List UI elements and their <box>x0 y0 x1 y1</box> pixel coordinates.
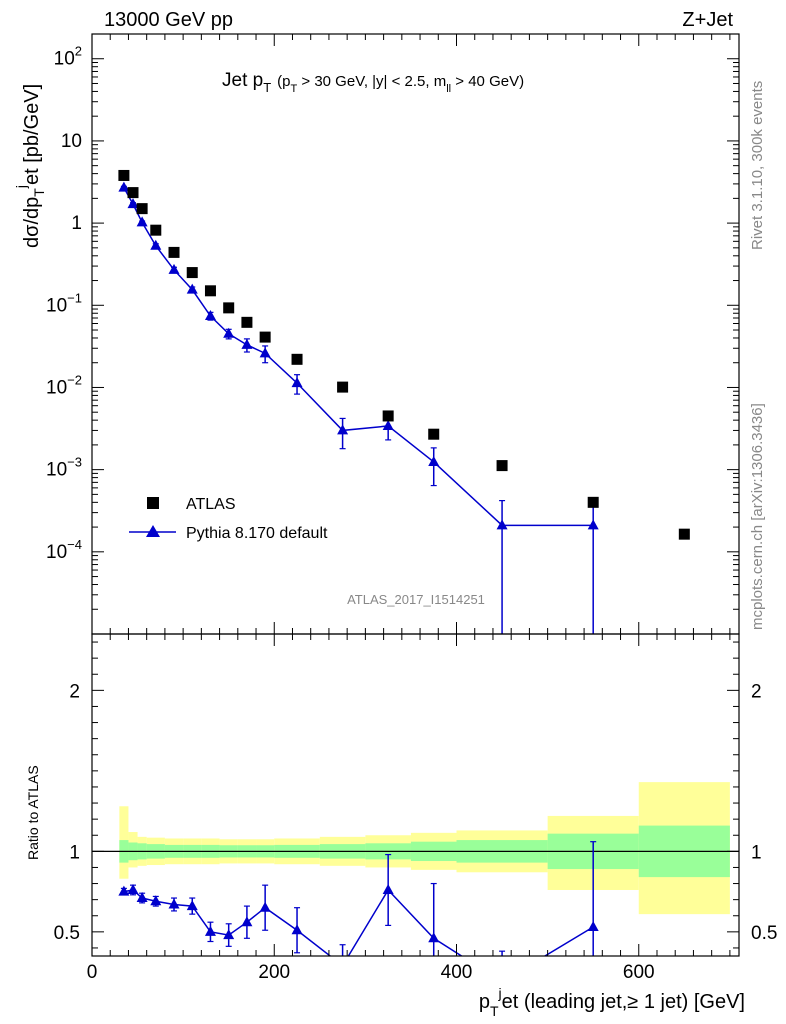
ratio-y-tick-label: 1 <box>69 842 80 863</box>
process-label: Z+Jet <box>682 9 733 31</box>
data-point <box>496 460 508 472</box>
ratio-point <box>587 921 599 932</box>
ratio-point <box>204 925 216 936</box>
mc-point <box>259 347 271 358</box>
data-point <box>186 267 198 279</box>
ratio-point <box>127 883 139 894</box>
mc-point <box>168 263 180 274</box>
data-point <box>382 410 394 422</box>
main-y-tick-label: 10−4 <box>46 537 82 563</box>
main-y-tick-label: 102 <box>54 44 82 70</box>
mc-point <box>382 419 394 430</box>
legend-mc-marker <box>146 525 160 537</box>
ratio-y-tick-label-right: 2 <box>751 681 762 702</box>
data-point <box>291 353 303 365</box>
legend-data-label: ATLAS <box>186 496 236 513</box>
mcplots-label: mcplots.cern.ch [arXiv:1306.3436] <box>749 403 766 630</box>
main-axis-ticks <box>91 33 739 635</box>
data-point <box>587 496 599 508</box>
ratio-axis-ticks <box>91 634 739 956</box>
plot-title: Jet pT (pT > 30 GeV, |y| < 2.5, mll > 40 … <box>222 70 524 95</box>
ratio-y-tick-label-right: 0.5 <box>751 923 777 944</box>
data-point <box>337 381 349 393</box>
mc-point <box>118 181 130 192</box>
mc-point <box>428 455 440 466</box>
data-point <box>241 316 253 328</box>
ratio-markers <box>118 883 599 970</box>
ratio-tick-labels: 0.5 0.5 1 1 2 2 0 200 400 600 <box>54 681 778 983</box>
ratio-y-tick-label: 0.5 <box>54 923 80 944</box>
data-point <box>204 285 216 297</box>
ratio-point <box>382 883 394 894</box>
main-y-tick-label: 10−3 <box>46 455 82 481</box>
mc-point <box>186 283 198 294</box>
main-y-tick-label: 10 <box>61 131 82 152</box>
mc-point <box>127 198 139 209</box>
ratio-point <box>136 892 148 903</box>
x-axis-label: pTjet (leading jet,≥ 1 jet) [GeV] <box>479 985 745 1019</box>
data-point <box>127 187 139 199</box>
ratio-point <box>150 895 162 906</box>
mc-point <box>136 216 148 227</box>
ratio-point <box>259 901 271 912</box>
ratio-point <box>428 932 440 943</box>
main-y-tick-labels: 102 10 1 10−1 10−2 10−3 10−4 <box>46 44 82 563</box>
ratio-y-tick-label-right: 1 <box>751 842 762 863</box>
ratio-panel: 0.5 0.5 1 1 2 2 0 200 400 600 Ratio to ATLAS pTje… <box>25 633 778 1019</box>
x-tick-label: 400 <box>441 962 473 983</box>
x-tick-label: 600 <box>623 962 655 983</box>
main-y-tick-label: 10−2 <box>46 372 82 398</box>
ratio-point <box>223 929 235 940</box>
mc-point <box>223 327 235 338</box>
mc-point <box>241 338 253 349</box>
ratio-point <box>186 900 198 911</box>
ratio-point <box>118 885 130 896</box>
data-point <box>150 224 162 236</box>
ratio-y-tick-label: 2 <box>69 681 80 702</box>
mc-point <box>291 377 303 388</box>
ratio-point <box>337 960 348 970</box>
mc-point <box>150 239 162 250</box>
main-y-tick-label: 10−1 <box>46 290 82 316</box>
legend: ATLAS Pythia 8.170 default <box>129 496 328 542</box>
x-tick-label: 200 <box>258 962 290 983</box>
mc-error-bars <box>120 185 597 634</box>
ratio-point <box>291 924 303 935</box>
energy-label: 13000 GeV pp <box>104 9 233 31</box>
x-tick-label: 0 <box>87 962 98 983</box>
main-y-tick-label: 1 <box>71 213 82 234</box>
mc-line <box>123 187 594 527</box>
mc-point <box>204 310 216 321</box>
ratio-y-axis-label: Ratio to ATLAS <box>25 765 41 860</box>
ratio-line <box>123 888 594 956</box>
data-point <box>428 428 440 440</box>
data-point <box>136 203 148 215</box>
mc-point <box>496 519 508 530</box>
rivet-version-label: Rivet 3.1.10, 300k events <box>749 81 766 250</box>
main-y-axis-label: dσ/dpTjet [pb/GeV] <box>13 84 47 248</box>
legend-mc-label: Pythia 8.170 default <box>186 525 328 542</box>
analysis-id-label: ATLAS_2017_I1514251 <box>347 592 485 607</box>
data-markers <box>118 169 690 540</box>
mc-markers <box>118 181 599 530</box>
ratio-frame <box>91 633 740 957</box>
data-point <box>118 169 130 181</box>
mc-point <box>587 519 599 530</box>
legend-data-marker <box>147 497 159 509</box>
mc-point <box>337 424 349 435</box>
main-frame <box>91 33 740 635</box>
main-panel: 102 10 1 10−1 10−2 10−3 10−4 Jet pT (pT > 30 Ge… <box>13 33 740 635</box>
ratio-point <box>241 916 253 927</box>
data-point <box>259 331 271 343</box>
data-point <box>168 246 180 258</box>
data-point <box>678 528 690 540</box>
data-point <box>223 302 235 314</box>
ratio-point <box>168 898 180 909</box>
